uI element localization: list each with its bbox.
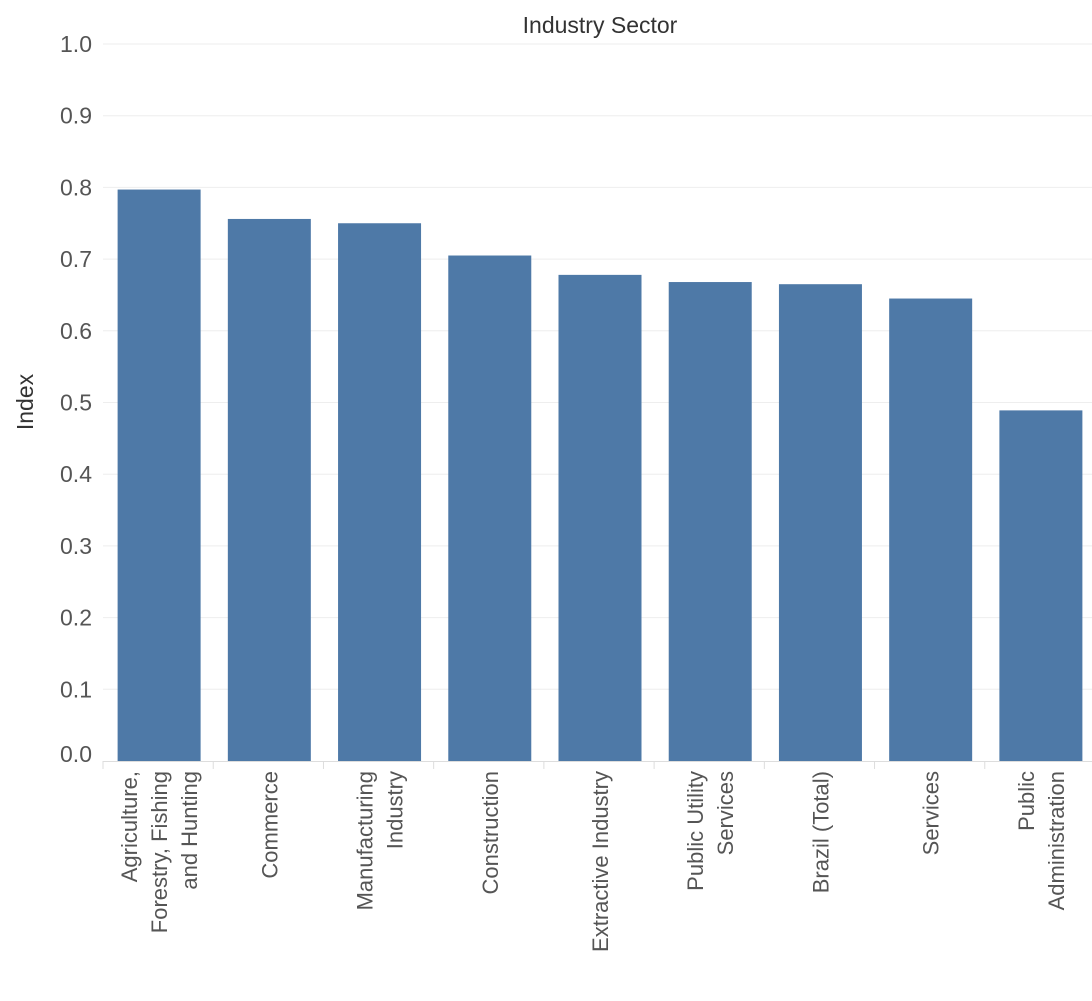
x-category-label: Commerce [257,771,282,879]
x-category-label-line: Commerce [257,771,282,879]
y-tick-label: 0.1 [60,676,92,702]
bar [228,219,311,761]
x-category-label-line: Services [919,771,944,855]
bar [889,299,972,761]
x-category-label-line: Construction [478,771,503,895]
x-category-label-line: Services [713,771,738,855]
y-tick-label: 0.3 [60,533,92,559]
y-axis-label: Index [12,373,38,430]
x-category-label-line: Manufacturing [353,771,378,910]
x-category-label-line: Administration [1044,771,1069,910]
bar [779,284,862,761]
x-category-label: Agriculture,Forestry, Fishingand Hunting [117,771,202,933]
y-tick-label: 0.0 [60,741,92,767]
x-category-label: Services [919,771,944,855]
y-tick-label: 0.5 [60,390,92,416]
x-category-label: Brazil (Total) [808,771,833,893]
x-category-label-line: Extractive Industry [588,771,613,952]
y-axis-ticks: 0.0 0.1 0.2 0.3 0.4 0.5 0.6 0.7 0.8 0.9 1.0 [60,31,92,767]
bar [669,282,752,761]
x-category-label-line: Brazil (Total) [808,771,833,893]
y-tick-label: 0.2 [60,605,92,631]
x-category-label-line: and Hunting [177,771,202,890]
x-category-label: Construction [478,771,503,895]
y-tick-label: 1.0 [60,31,92,57]
x-category-label-line: Public [1014,771,1039,831]
x-category-label: Public UtilityServices [683,771,738,891]
y-tick-label: 0.6 [60,318,92,344]
x-category-label: Extractive Industry [588,771,613,952]
x-category-label-line: Forestry, Fishing [147,771,172,933]
chart-title: Industry Sector [523,12,678,38]
bar [118,190,201,761]
x-category-label: PublicAdministration [1014,771,1069,910]
x-category-label-line: Industry [383,771,408,849]
bar [448,256,531,761]
y-tick-label: 0.4 [60,461,92,487]
x-category-label-line: Public Utility [683,771,708,891]
x-category-label-line: Agriculture, [117,771,142,882]
x-axis-labels: Agriculture,Forestry, Fishingand Hunting… [117,771,1069,952]
bar [338,223,421,761]
bar [999,410,1082,761]
y-tick-label: 0.8 [60,174,92,200]
x-category-label: ManufacturingIndustry [353,771,408,910]
y-tick-label: 0.9 [60,103,92,129]
bar [559,275,642,761]
bars [118,190,1083,761]
y-tick-label: 0.7 [60,246,92,272]
